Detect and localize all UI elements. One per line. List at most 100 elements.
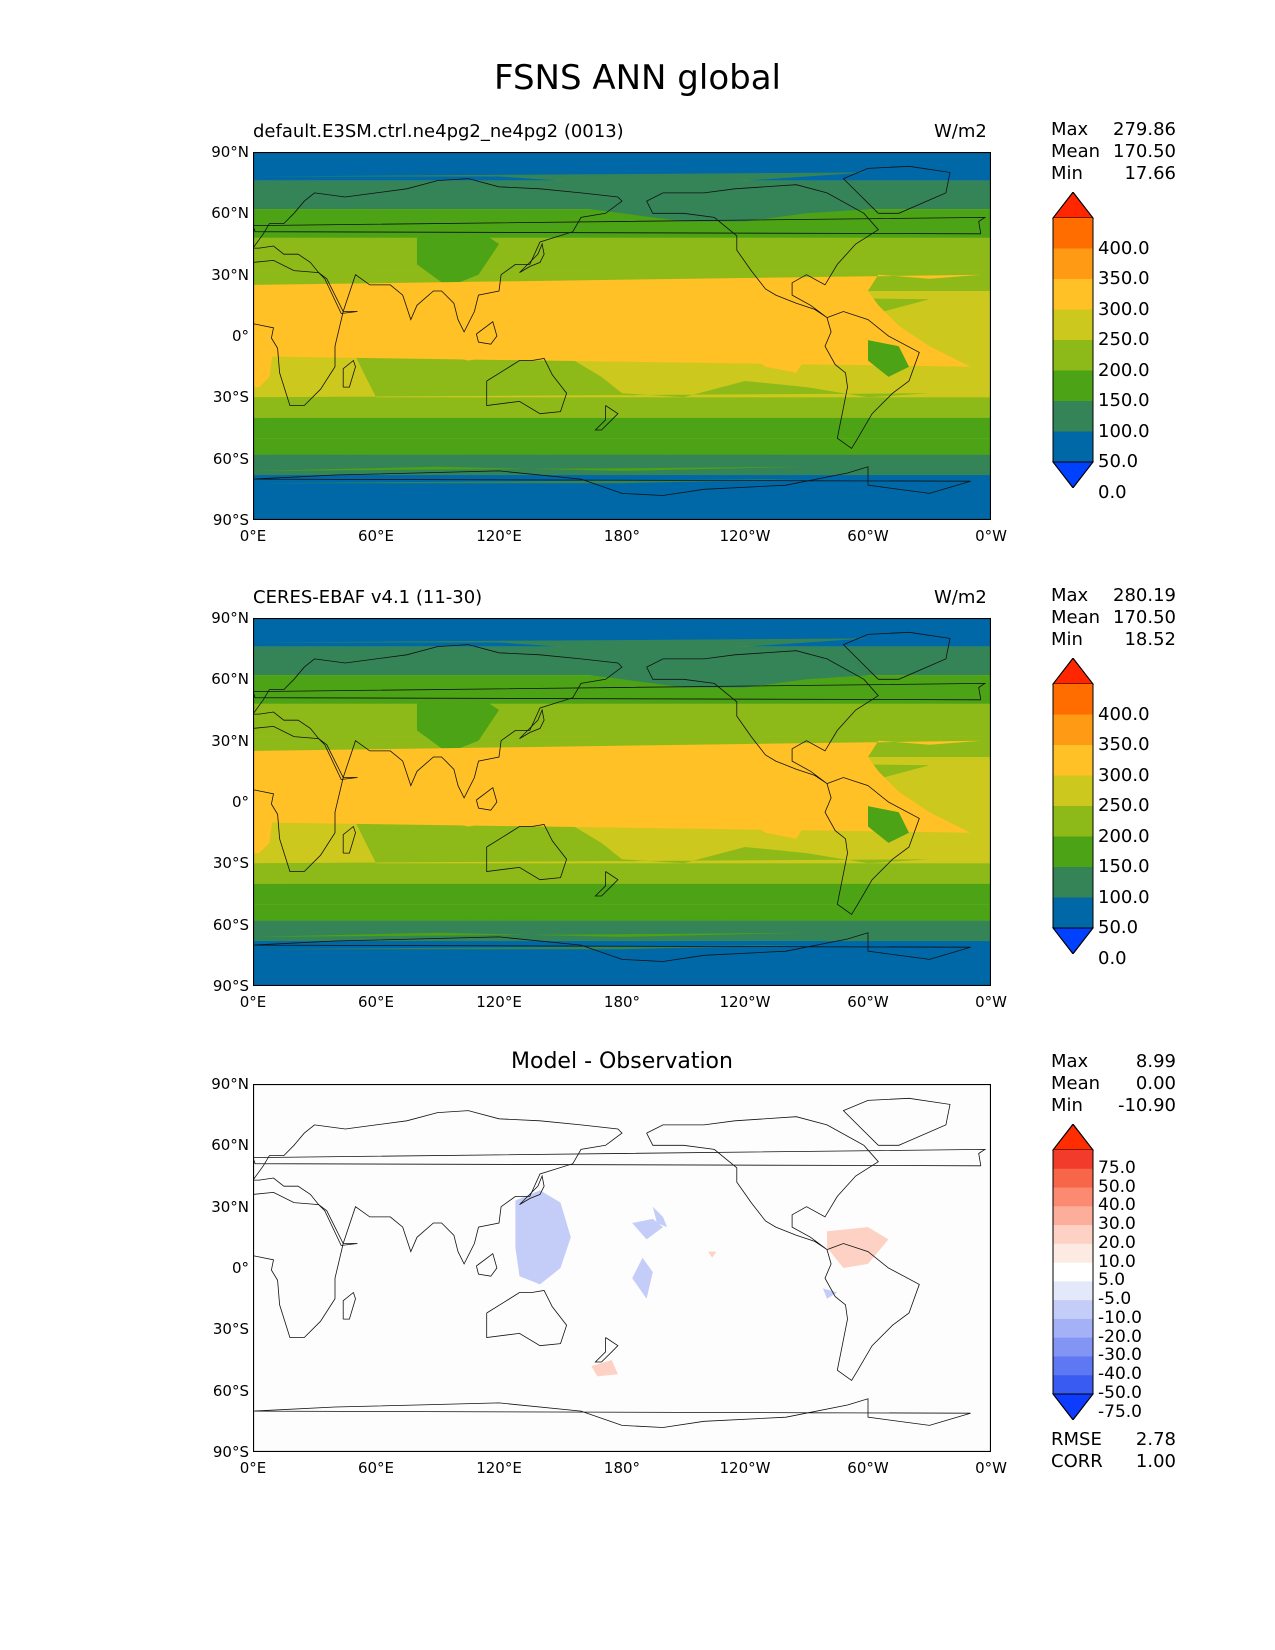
lat-tick-label: 60°N bbox=[211, 670, 249, 689]
colorbar-segment bbox=[1053, 684, 1093, 715]
field-band bbox=[253, 920, 991, 942]
colorbar-extend-max bbox=[1051, 192, 1095, 219]
lat-tick-label: 30°N bbox=[211, 731, 249, 750]
coastline bbox=[646, 184, 879, 318]
coastline bbox=[253, 178, 623, 333]
field-band bbox=[253, 417, 991, 439]
coastline bbox=[824, 777, 920, 915]
stat-value: 18.52 bbox=[1124, 629, 1176, 650]
colorbar-tick-label: 400.0 bbox=[1098, 237, 1150, 259]
field-contour-region bbox=[253, 740, 981, 833]
stat-value: 8.99 bbox=[1135, 1051, 1176, 1072]
coastline bbox=[646, 650, 879, 784]
colorbar-segment bbox=[1053, 1337, 1093, 1357]
colorbar-segment bbox=[1053, 1150, 1093, 1170]
colorbar-segment bbox=[1053, 1300, 1093, 1320]
stat-label: Min bbox=[1051, 1095, 1083, 1116]
lat-tick-label: 0° bbox=[231, 327, 249, 345]
colorbar-tick-label: 200.0 bbox=[1098, 825, 1150, 847]
lon-tick-label: 0°E bbox=[239, 527, 267, 545]
panel-1-units: W/m2 bbox=[934, 121, 987, 142]
colorbar-tick-label: 250.0 bbox=[1098, 329, 1150, 350]
lat-tick-label: 60°S bbox=[212, 1381, 249, 1400]
difference-contour-region bbox=[515, 1190, 571, 1285]
stat-value: 170.50 bbox=[1113, 607, 1176, 628]
field-band bbox=[253, 438, 991, 455]
stat-label: Min bbox=[1051, 163, 1083, 184]
coastline bbox=[253, 932, 971, 962]
map-frame bbox=[253, 152, 991, 520]
colorbar-segment bbox=[1053, 867, 1093, 898]
stat-label: Max bbox=[1051, 1051, 1089, 1072]
panel-1-colorbar bbox=[1051, 192, 1095, 488]
colorbar-segment bbox=[1053, 1225, 1093, 1245]
map-frame bbox=[253, 618, 991, 986]
coastline bbox=[519, 708, 545, 739]
stat-label: Min bbox=[1051, 629, 1083, 650]
colorbar-segment bbox=[1053, 370, 1093, 402]
coastline bbox=[253, 259, 358, 406]
colorbar-segment bbox=[1053, 1187, 1093, 1207]
colorbar-segment bbox=[1053, 1281, 1093, 1301]
stat-label: Max bbox=[1051, 585, 1089, 606]
coastline bbox=[486, 358, 568, 415]
coastline bbox=[253, 1398, 971, 1428]
panel-3-colorbar bbox=[1051, 1124, 1095, 1420]
colorbar-tick-label: -75.0 bbox=[1098, 1401, 1142, 1422]
field-band bbox=[253, 454, 991, 476]
colorbar-segment bbox=[1053, 309, 1093, 341]
panel-1-title: default.E3SM.ctrl.ne4pg2_ne4pg2 (0013) bbox=[253, 121, 624, 142]
colorbar-tick-label: 100.0 bbox=[1098, 420, 1150, 442]
panel-2-units: W/m2 bbox=[934, 587, 987, 608]
colorbar-segment bbox=[1053, 279, 1093, 310]
lon-tick-label: 120°E bbox=[476, 993, 522, 1011]
coastline bbox=[594, 405, 619, 431]
coastline bbox=[253, 1148, 987, 1167]
lat-tick-label: 0° bbox=[231, 1259, 249, 1277]
colorbar-segment bbox=[1053, 714, 1093, 746]
colorbar-tick-label: 0.0 bbox=[1098, 481, 1127, 503]
lon-tick-label: 0°W bbox=[975, 527, 1007, 545]
lon-tick-label: 180° bbox=[603, 1459, 641, 1477]
colorbar-tick-label: 5.0 bbox=[1098, 1270, 1126, 1291]
coastline bbox=[342, 825, 356, 854]
stat-label: RMSE bbox=[1051, 1429, 1102, 1450]
lon-tick-label: 60°E bbox=[357, 993, 395, 1011]
lat-tick-label: 90°N bbox=[211, 143, 249, 161]
lon-tick-label: 120°W bbox=[719, 993, 771, 1011]
colorbar-segment bbox=[1053, 775, 1093, 807]
panel-3-title: Model - Observation bbox=[511, 1049, 733, 1074]
stat-label: Mean bbox=[1051, 141, 1101, 162]
lat-tick-label: 60°N bbox=[211, 204, 249, 223]
lon-tick-label: 60°E bbox=[357, 1459, 395, 1477]
colorbar-outline bbox=[1052, 658, 1094, 954]
stat-value: 2.78 bbox=[1135, 1429, 1176, 1450]
lat-tick-label: 90°S bbox=[212, 511, 249, 529]
coastline bbox=[519, 242, 545, 273]
stat-label: Max bbox=[1051, 119, 1089, 140]
colorbar-tick-label: 40.0 bbox=[1098, 1195, 1136, 1216]
stat-label: Mean bbox=[1051, 607, 1101, 628]
colorbar-tick-label: -40.0 bbox=[1098, 1364, 1142, 1385]
lon-tick-label: 120°E bbox=[476, 527, 522, 545]
colorbar-tick-label: 350.0 bbox=[1098, 734, 1150, 755]
lon-tick-label: 120°E bbox=[476, 1459, 522, 1477]
colorbar-tick-label: 30.0 bbox=[1098, 1214, 1136, 1235]
coastline bbox=[646, 1116, 879, 1250]
map-background bbox=[253, 1084, 991, 1452]
stat-value: 170.50 bbox=[1113, 141, 1176, 162]
colorbar-tick-label: 75.0 bbox=[1098, 1157, 1136, 1178]
stat-value: 280.19 bbox=[1113, 585, 1176, 606]
panel-2-title: CERES-EBAF v4.1 (11-30) bbox=[253, 587, 483, 608]
colorbar-segment bbox=[1053, 1168, 1093, 1189]
lon-tick-label: 120°W bbox=[719, 1459, 771, 1477]
lon-tick-label: 0°W bbox=[975, 1459, 1007, 1477]
coastline bbox=[253, 216, 987, 235]
field-contour-region bbox=[253, 812, 930, 884]
colorbar-segment bbox=[1053, 340, 1093, 371]
field-contour-region bbox=[868, 806, 909, 843]
coastline bbox=[253, 644, 623, 799]
colorbar-segment bbox=[1053, 401, 1093, 432]
difference-contour-region bbox=[632, 1218, 663, 1240]
panel-2-colorbar bbox=[1051, 658, 1095, 954]
